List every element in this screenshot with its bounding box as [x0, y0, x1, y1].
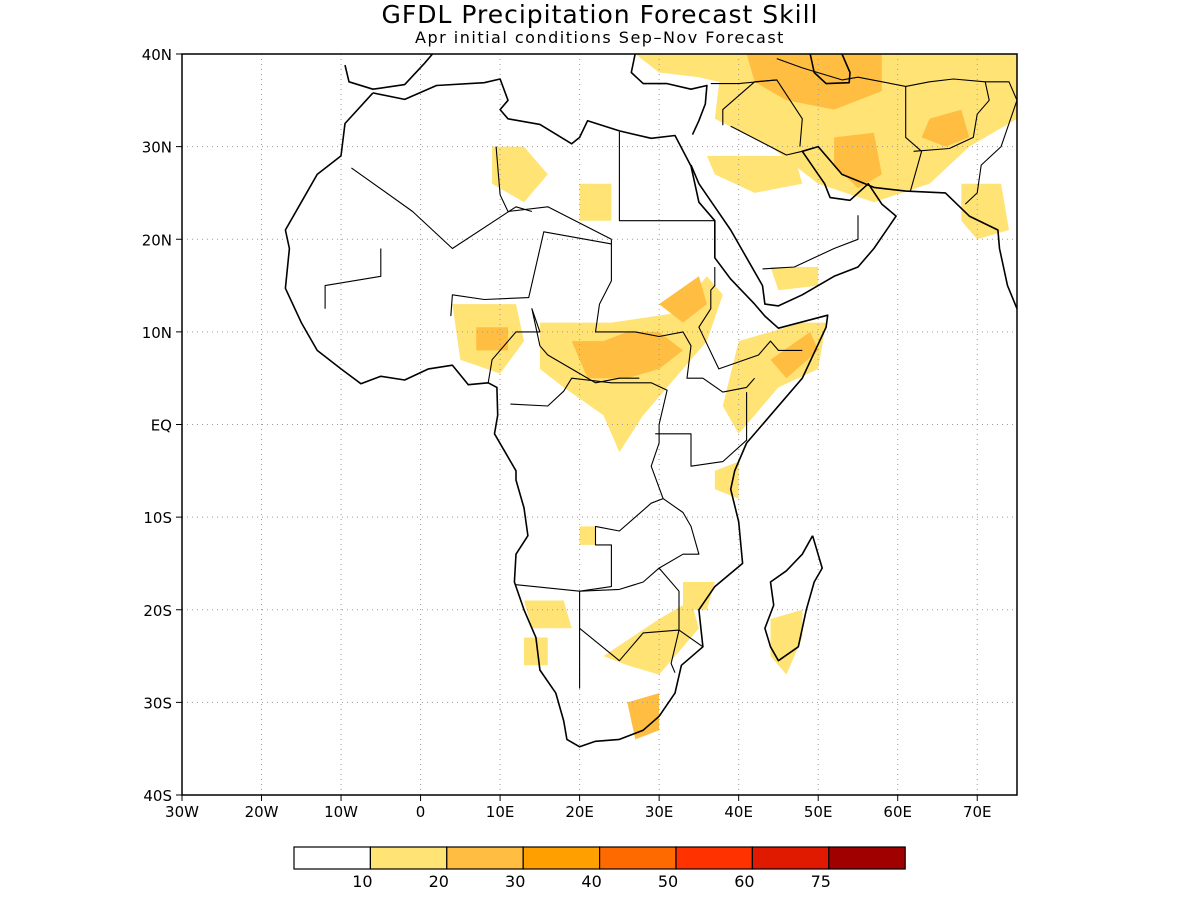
skill-region-south-africa-core: [627, 693, 660, 740]
skill-region-iran-hotspot: [834, 132, 882, 189]
border-8: [510, 377, 668, 592]
legend-label: 75: [811, 872, 831, 891]
lon-tick-label: 70E: [963, 803, 992, 821]
border-11: [579, 627, 680, 673]
lon-tick-label: 40E: [724, 803, 753, 821]
turkey-coast: [630, 54, 708, 135]
lat-tick-label: 10S: [143, 509, 172, 527]
color-legend: 10 20 30 40 50 60 75: [293, 846, 906, 891]
legend-swatch: [293, 846, 372, 870]
border-21: [635, 36, 770, 45]
lon-tick-label: 30E: [645, 803, 674, 821]
border-4: [450, 231, 612, 317]
legend-label: 60: [734, 872, 754, 891]
skill-region-india-west: [961, 183, 1009, 240]
legend-swatch: [751, 846, 830, 870]
border-7: [487, 308, 640, 384]
lon-tick-label: 50E: [804, 803, 833, 821]
lon-tick-label: 20W: [245, 803, 279, 821]
skill-region-afghan-hotspot: [921, 109, 970, 147]
europe-south-coast: [344, 54, 434, 90]
border-16: [730, 125, 803, 156]
lon-tick-label: 0: [416, 803, 426, 821]
map-frame-layer: [176, 53, 1018, 801]
lon-tick-label: 30W: [165, 803, 199, 821]
border-15: [710, 79, 803, 147]
skill-region-angola-patch: [524, 600, 572, 629]
caspian-south: [809, 54, 851, 85]
skill-region-namibia-patch: [524, 637, 548, 666]
border-1: [351, 167, 533, 250]
lon-tick-label: 60E: [883, 803, 912, 821]
lat-tick-label: 30N: [142, 139, 172, 157]
madagascar-coast: [764, 535, 824, 662]
skill-region-sudan-core: [659, 276, 707, 323]
border-20: [964, 81, 1017, 205]
skill-region-mozambique-patch: [683, 582, 715, 610]
lat-tick-label: 40N: [142, 46, 172, 64]
legend-swatch: [522, 846, 601, 870]
legend-swatch: [598, 846, 677, 870]
legend-swatch: [675, 846, 754, 870]
border-17: [762, 215, 859, 270]
skill-region-southern-africa: [603, 600, 699, 675]
border-9: [655, 392, 748, 467]
legend-label: 20: [429, 872, 449, 891]
skill-region-central-core: [571, 331, 683, 379]
skill-region-arabia-south: [770, 267, 819, 291]
lon-tick-label: 10E: [486, 803, 515, 821]
border-12: [658, 567, 704, 648]
legend-label: 10: [352, 872, 372, 891]
skill-region-sahara-north: [492, 146, 548, 203]
arabia-coastline: [690, 145, 1017, 310]
lat-tick-label: EQ: [151, 417, 172, 435]
skill-region-horn-core: [770, 331, 819, 379]
legend-label: 30: [505, 872, 525, 891]
lat-tick-label: 40S: [143, 787, 172, 805]
map-frame: [181, 53, 1018, 796]
skill-region-zambia-patch: [579, 526, 596, 545]
africa-coastline: [284, 78, 829, 748]
legend-swatch: [828, 846, 906, 870]
legend-label: 40: [581, 872, 601, 891]
legend-label: 50: [658, 872, 678, 891]
border-13: [698, 267, 803, 370]
skill-region-madagascar-patch: [770, 609, 803, 675]
legend-swatch: [446, 846, 524, 870]
map-subtitle: Apr initial conditions Sep–Nov Forecast: [415, 28, 785, 47]
landmass-layer: [284, 36, 1017, 748]
border-10: [579, 498, 700, 689]
lat-tick-label: 20S: [143, 602, 172, 620]
border-2: [324, 248, 382, 309]
border-19: [905, 78, 990, 152]
lon-tick-label: 10W: [324, 803, 358, 821]
lat-tick-label: 30S: [143, 694, 172, 712]
legend-swatch: [369, 846, 448, 870]
border-6: [594, 239, 756, 393]
lat-tick-label: 10N: [142, 324, 172, 342]
skill-region-arabia-north: [706, 155, 803, 193]
skill-region-east-africa-coast: [714, 461, 739, 499]
lat-tick-label: 20N: [142, 231, 172, 249]
skill-region-libya-patch: [579, 183, 612, 221]
border-3: [495, 146, 612, 240]
skill-fill-layer: [452, 54, 1017, 740]
border-5: [618, 131, 714, 222]
map-title: GFDL Precipitation Forecast Skill: [381, 0, 819, 29]
lon-tick-label: 20E: [565, 803, 594, 821]
